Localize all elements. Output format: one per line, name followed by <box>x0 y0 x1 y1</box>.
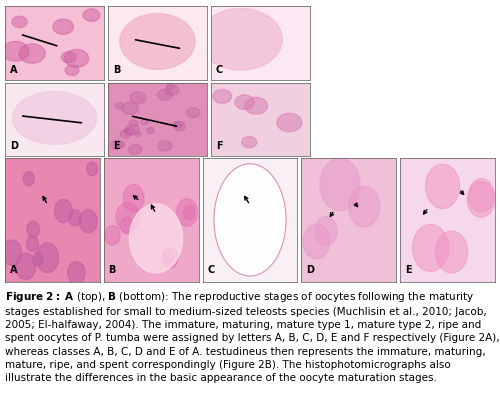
Circle shape <box>244 97 268 114</box>
Circle shape <box>162 247 178 268</box>
Circle shape <box>213 90 232 103</box>
Text: B: B <box>108 266 116 275</box>
Text: C: C <box>208 266 214 275</box>
Circle shape <box>158 141 172 151</box>
Circle shape <box>426 164 460 208</box>
Circle shape <box>412 224 448 271</box>
Circle shape <box>129 120 138 127</box>
Circle shape <box>120 14 195 69</box>
Circle shape <box>348 186 380 227</box>
Circle shape <box>320 158 360 210</box>
Circle shape <box>122 102 138 114</box>
Circle shape <box>120 218 133 234</box>
Circle shape <box>186 108 200 118</box>
Text: B: B <box>113 65 120 74</box>
Text: E: E <box>113 141 119 151</box>
Circle shape <box>162 250 173 265</box>
Circle shape <box>116 141 124 147</box>
Circle shape <box>64 49 88 67</box>
Circle shape <box>27 221 40 238</box>
Circle shape <box>83 9 100 21</box>
Circle shape <box>199 8 282 70</box>
Circle shape <box>176 199 198 226</box>
Circle shape <box>86 162 98 176</box>
Circle shape <box>79 210 98 233</box>
Circle shape <box>69 210 82 226</box>
Circle shape <box>54 199 72 223</box>
Circle shape <box>303 224 330 259</box>
Circle shape <box>68 261 85 284</box>
Circle shape <box>183 206 194 220</box>
Circle shape <box>315 217 337 245</box>
Circle shape <box>166 85 179 95</box>
Circle shape <box>62 52 76 63</box>
Circle shape <box>36 243 59 272</box>
Circle shape <box>277 113 302 132</box>
Circle shape <box>173 121 182 128</box>
Circle shape <box>19 44 45 63</box>
Circle shape <box>32 253 43 266</box>
Circle shape <box>12 16 27 28</box>
Circle shape <box>115 103 124 109</box>
Text: A: A <box>10 65 18 74</box>
Text: $\bf{Figure\ 2:}$ $\bf{A}$ (top), $\bf{B}$ (bottom): The reproductive stages of : $\bf{Figure\ 2:}$ $\bf{A}$ (top), $\bf{B… <box>5 290 500 383</box>
Text: D: D <box>10 141 18 151</box>
Circle shape <box>110 140 123 149</box>
Circle shape <box>126 125 140 135</box>
Circle shape <box>128 145 142 155</box>
Circle shape <box>468 182 494 217</box>
Circle shape <box>146 127 154 134</box>
Circle shape <box>166 83 174 89</box>
Circle shape <box>105 226 120 245</box>
Circle shape <box>120 130 132 138</box>
Circle shape <box>26 236 38 252</box>
Text: A: A <box>10 266 17 275</box>
Circle shape <box>123 185 144 212</box>
Circle shape <box>436 231 468 273</box>
Circle shape <box>130 92 146 104</box>
Circle shape <box>23 171 34 186</box>
Circle shape <box>130 204 182 273</box>
Ellipse shape <box>214 164 286 275</box>
Circle shape <box>173 122 186 131</box>
Circle shape <box>2 240 21 266</box>
Text: F: F <box>216 141 222 151</box>
Circle shape <box>65 65 79 76</box>
Circle shape <box>135 132 141 136</box>
Circle shape <box>53 19 74 35</box>
Text: E: E <box>405 266 411 275</box>
Circle shape <box>235 95 255 109</box>
Circle shape <box>116 202 139 232</box>
Circle shape <box>242 136 257 148</box>
Circle shape <box>141 119 148 125</box>
Circle shape <box>16 253 36 279</box>
Circle shape <box>468 179 494 212</box>
Ellipse shape <box>12 92 96 144</box>
Circle shape <box>124 127 135 136</box>
Circle shape <box>2 42 29 61</box>
Text: D: D <box>306 266 314 275</box>
Circle shape <box>158 89 172 100</box>
Text: C: C <box>216 65 223 74</box>
